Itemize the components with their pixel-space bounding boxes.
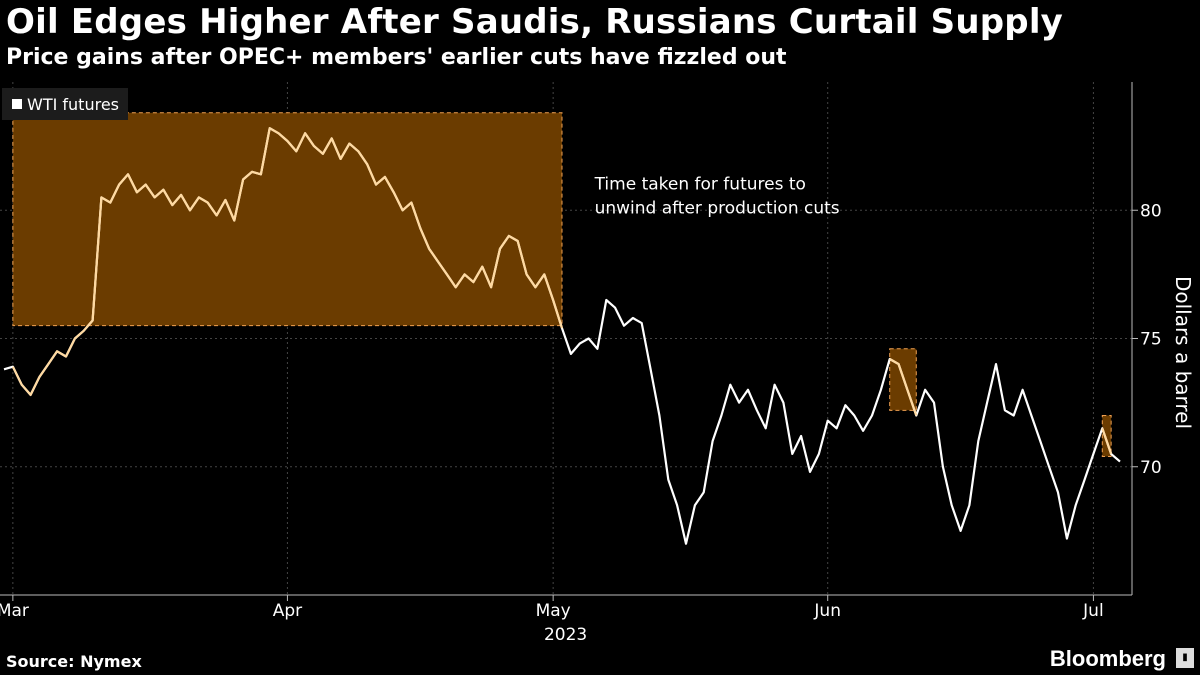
chart-title: Oil Edges Higher After Saudis, Russians … [6, 2, 1064, 42]
x-tick-label: Jun [813, 601, 841, 621]
series-line-highlight [889, 358, 918, 416]
legend-swatch-wti [12, 99, 22, 109]
legend: WTI futures [2, 88, 128, 120]
bloomberg-icon: ▮ [1176, 648, 1194, 668]
highlight-box [1101, 414, 1112, 457]
x-tick-label: Mar [0, 601, 29, 621]
x-tick-label: May [536, 601, 571, 621]
highlight-box [12, 112, 563, 327]
y-tick-label: 75 [1140, 330, 1162, 350]
annotation-line: Time taken for futures to [594, 175, 806, 195]
x-year-label: 2023 [544, 625, 587, 645]
chart-subtitle: Price gains after OPEC+ members' earlier… [6, 45, 787, 70]
y-tick-label: 80 [1140, 201, 1162, 221]
source-note: Source: Nymex [6, 652, 142, 671]
series-line-highlight [1101, 427, 1113, 455]
legend-label-wti: WTI futures [27, 94, 119, 114]
x-tick-label: Apr [273, 601, 302, 621]
x-tick-label: Jul [1082, 601, 1104, 621]
series-line-highlight [11, 127, 564, 396]
y-axis-title: Dollars a barrel [1171, 276, 1195, 429]
y-tick-label: 70 [1140, 458, 1162, 478]
annotation: Time taken for futures to unwind after pr… [594, 175, 840, 219]
annotation-line: unwind after production cuts [595, 199, 840, 219]
brand-logo: Bloomberg [1049, 646, 1166, 671]
